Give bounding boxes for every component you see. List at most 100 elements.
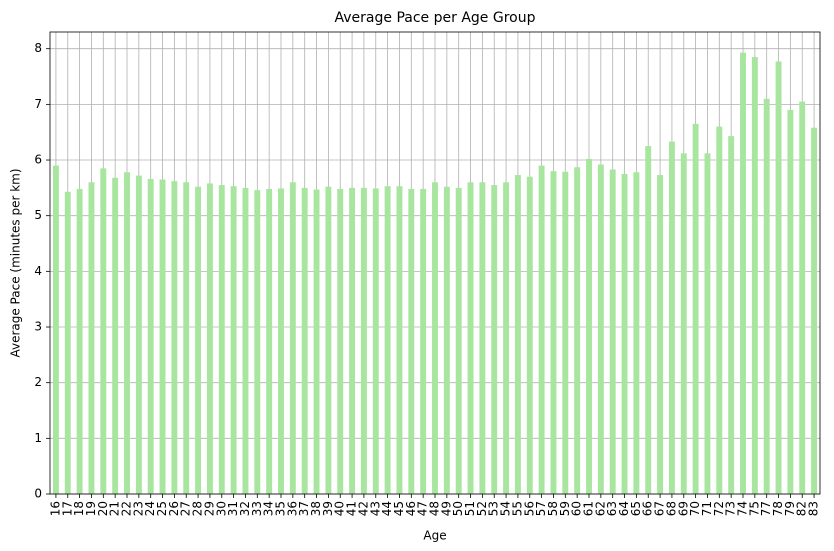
bar: [195, 186, 202, 494]
bar: [621, 173, 628, 494]
x-tick-label: 77: [759, 501, 773, 516]
x-tick-label: 50: [451, 501, 465, 516]
x-tick-label: 25: [155, 501, 169, 516]
x-tick-label: 32: [238, 501, 252, 516]
x-tick-label: 47: [416, 501, 430, 516]
bar: [586, 158, 592, 495]
bar: [645, 146, 652, 494]
bar: [100, 168, 107, 495]
bar: [514, 175, 521, 494]
x-tick-label: 38: [309, 501, 323, 516]
bar: [787, 109, 794, 495]
x-tick-label: 78: [771, 501, 785, 516]
x-tick-label: 29: [202, 501, 216, 516]
x-tick-label: 24: [143, 501, 157, 516]
x-tick-label: 19: [84, 501, 98, 516]
bar: [704, 153, 711, 494]
bar: [206, 183, 213, 494]
bar: [633, 172, 640, 494]
y-tick-label: 7: [34, 97, 42, 111]
x-tick-label: 58: [546, 501, 560, 516]
bar: [325, 186, 332, 494]
x-tick-label: 74: [736, 501, 750, 516]
y-tick-label: 5: [34, 208, 42, 222]
x-tick-label: 20: [96, 501, 110, 516]
bar: [432, 182, 438, 494]
bar: [124, 172, 130, 494]
bar: [135, 175, 142, 495]
x-tick-label: 31: [226, 501, 240, 516]
x-tick-label: 36: [285, 501, 299, 516]
y-tick-label: 4: [34, 264, 42, 278]
x-tick-label: 65: [629, 501, 643, 516]
x-tick-label: 52: [475, 501, 489, 516]
x-tick-label: 83: [807, 501, 821, 516]
x-tick-label: 63: [605, 501, 619, 516]
x-tick-label: 17: [60, 501, 74, 516]
x-tick-label: 18: [72, 501, 86, 516]
x-tick-label: 54: [499, 501, 513, 516]
x-tick-label: 79: [783, 501, 797, 516]
bar: [680, 153, 687, 494]
x-tick-label: 33: [250, 501, 264, 516]
x-tick-label: 71: [700, 501, 714, 516]
x-tick-label: 49: [439, 501, 453, 516]
x-tick-label: 67: [653, 501, 667, 516]
y-tick-label: 1: [34, 431, 42, 445]
x-tick-label: 28: [191, 501, 205, 516]
bar: [278, 188, 284, 494]
bar: [538, 165, 545, 494]
x-tick-label: 30: [214, 501, 228, 516]
bar: [183, 182, 190, 494]
x-axis-label: Age: [423, 529, 446, 543]
x-tick-label: 42: [356, 501, 370, 516]
bar: [503, 182, 510, 494]
bar: [609, 169, 616, 494]
bar: [740, 52, 746, 494]
bar: [301, 187, 308, 495]
bar: [147, 178, 154, 494]
x-tick-label: 73: [724, 501, 738, 516]
x-tick-label: 61: [582, 501, 596, 516]
x-tick-label: 41: [345, 501, 359, 516]
x-tick-label: 16: [48, 501, 62, 516]
bar: [289, 182, 296, 494]
bar: [266, 188, 273, 494]
x-tick-label: 56: [522, 501, 536, 516]
x-tick-label: 46: [404, 501, 418, 516]
bar: [763, 98, 770, 495]
bar: [52, 165, 59, 494]
x-tick-label: 27: [179, 501, 193, 516]
x-tick-label: 64: [617, 501, 631, 516]
x-tick-label: 40: [333, 501, 347, 516]
bar: [230, 186, 237, 494]
bar: [372, 188, 379, 494]
bar: [408, 188, 415, 494]
y-tick-label: 6: [34, 153, 42, 167]
bar: [479, 182, 486, 494]
chart-title: Average Pace per Age Group: [335, 10, 536, 26]
x-tick-label: 68: [664, 501, 678, 516]
x-tick-label: 75: [747, 501, 761, 516]
bar: [313, 189, 320, 494]
x-tick-label: 45: [392, 501, 406, 516]
bar: [775, 61, 782, 494]
bar: [384, 186, 391, 494]
x-tick-label: 35: [274, 501, 288, 516]
bar: [337, 188, 344, 494]
x-tick-label: 55: [510, 501, 524, 516]
bar: [751, 57, 758, 495]
bar: [668, 141, 675, 494]
bar: [550, 171, 557, 495]
bar: [254, 190, 261, 495]
bar: [597, 164, 604, 494]
x-tick-label: 48: [428, 501, 442, 516]
y-axis-label: Average Pace (minutes per km): [9, 168, 23, 357]
bar: [349, 187, 356, 495]
bar: [242, 187, 249, 495]
x-tick-label: 60: [570, 501, 584, 516]
bar: [396, 186, 403, 494]
x-tick-label: 37: [297, 501, 311, 516]
bar: [728, 136, 735, 494]
x-tick-label: 72: [712, 501, 726, 516]
